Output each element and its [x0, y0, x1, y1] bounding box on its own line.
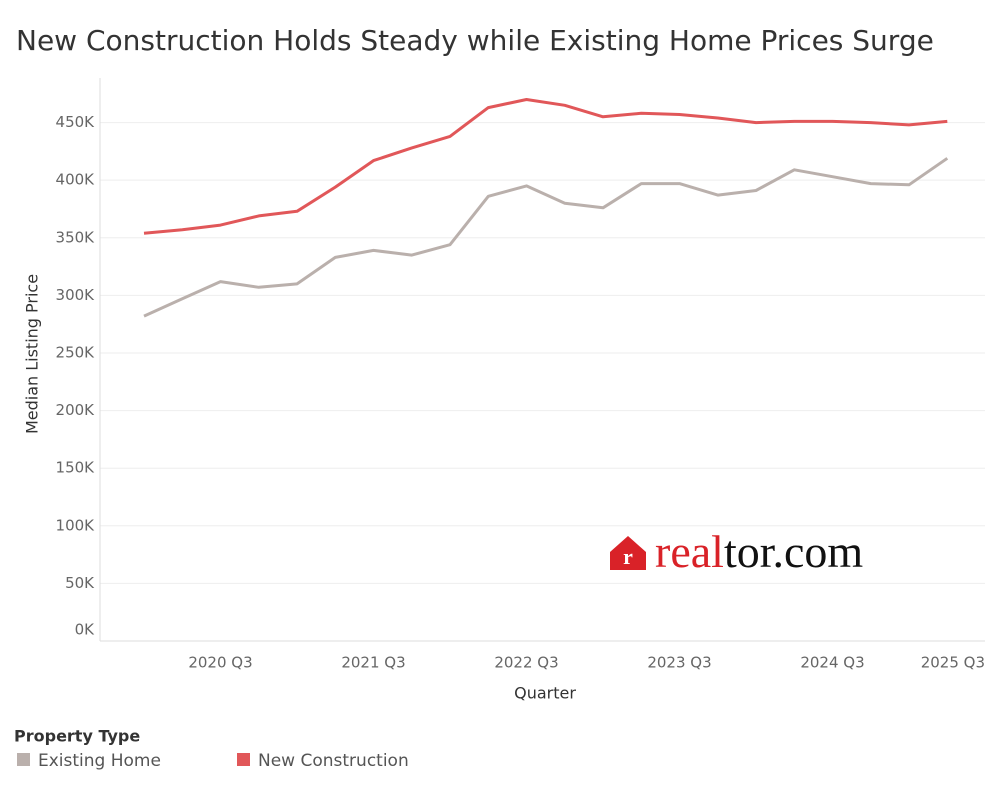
watermark-part: tor.com: [724, 526, 863, 577]
y-tick-label: 50K: [65, 574, 95, 592]
legend-label: Existing Home: [38, 751, 161, 771]
y-tick-label: 0K: [75, 621, 96, 639]
y-tick-label: 350K: [56, 228, 96, 246]
y-tick-label: 250K: [56, 343, 96, 361]
x-tick-label: 2020 Q3: [188, 654, 252, 672]
y-tick-label: 150K: [56, 459, 96, 477]
x-tick-label: 2024 Q3: [800, 654, 864, 672]
x-tick-label: 2023 Q3: [647, 654, 711, 672]
x-tick-label: 2022 Q3: [494, 654, 558, 672]
y-tick-label: 450K: [56, 113, 96, 131]
y-axis-label: Median Listing Price: [23, 274, 42, 434]
x-tick-label: 2021 Q3: [341, 654, 405, 672]
legend-swatch: [17, 753, 30, 766]
legend-title: Property Type: [14, 727, 140, 746]
chart-title: New Construction Holds Steady while Exis…: [16, 24, 934, 57]
y-tick-label: 300K: [56, 286, 96, 304]
legend-swatch: [237, 753, 250, 766]
x-tick-label: 2025 Q3: [921, 654, 985, 672]
y-tick-label: 100K: [56, 516, 96, 534]
watermark-part: real: [655, 526, 724, 577]
line-series: [143, 98, 948, 235]
watermark: realtor.com: [655, 526, 863, 577]
legend-label: New Construction: [258, 751, 409, 771]
logo-icon: r: [610, 536, 646, 570]
svg-text:r: r: [623, 544, 633, 569]
y-tick-label: 200K: [56, 401, 96, 419]
x-axis-label: Quarter: [514, 684, 576, 703]
y-tick-label: 400K: [56, 171, 96, 189]
line-series: [143, 157, 949, 318]
